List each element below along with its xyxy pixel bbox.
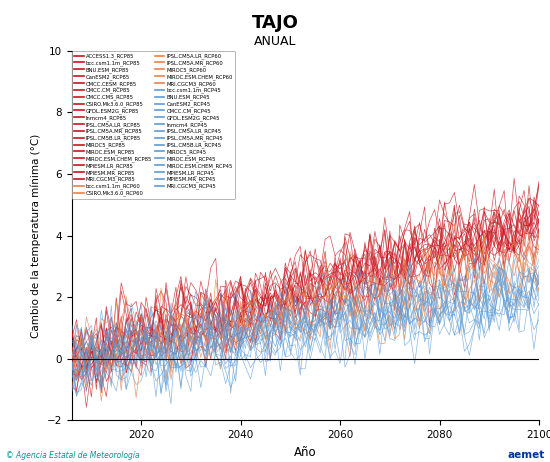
Y-axis label: Cambio de la temperatura mínima (°C): Cambio de la temperatura mínima (°C) bbox=[30, 134, 41, 338]
X-axis label: Año: Año bbox=[294, 446, 317, 459]
Text: ANUAL: ANUAL bbox=[254, 35, 296, 48]
Text: © Agencia Estatal de Meteorología: © Agencia Estatal de Meteorología bbox=[6, 451, 139, 460]
Legend: ACCESS1.3_RCP85, bcc.csm1.1m_RCP85, BNU.ESM_RCP85, CanESM2_RCP85, CMCC.CESM_RCP8: ACCESS1.3_RCP85, bcc.csm1.1m_RCP85, BNU.… bbox=[72, 51, 235, 199]
Text: TAJO: TAJO bbox=[251, 14, 299, 32]
Text: aemet: aemet bbox=[507, 450, 544, 460]
